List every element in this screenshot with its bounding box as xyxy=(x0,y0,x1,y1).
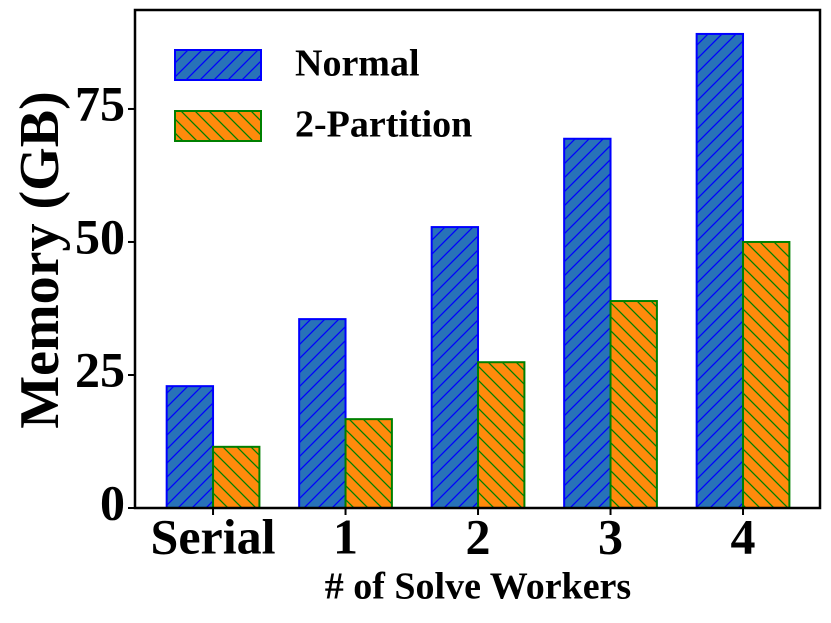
x-axis-label: # of Solve Workers xyxy=(325,566,631,608)
bar xyxy=(609,300,658,509)
y-tick-label: 0 xyxy=(100,474,125,530)
bar xyxy=(165,385,215,509)
bar xyxy=(477,361,526,510)
x-tick-label: 4 xyxy=(731,508,756,564)
legend-swatch xyxy=(174,110,262,142)
legend-swatch xyxy=(174,49,262,81)
bar xyxy=(430,226,480,509)
x-tick-label: 3 xyxy=(598,508,623,564)
legend-label: 2-Partition xyxy=(295,104,472,146)
bar xyxy=(298,318,347,509)
y-axis-label: Memory (GB) xyxy=(9,91,71,428)
bar xyxy=(695,32,745,509)
x-tick-label: 1 xyxy=(333,508,358,564)
bar xyxy=(212,445,261,510)
y-tick-label: 50 xyxy=(75,208,125,264)
bar xyxy=(742,240,791,509)
x-tick-label: Serial xyxy=(151,508,276,564)
x-tick-label: 2 xyxy=(466,508,491,564)
legend-label: Normal xyxy=(295,43,420,85)
bar xyxy=(563,137,612,509)
bar xyxy=(344,418,393,509)
y-tick-label: 25 xyxy=(75,341,125,397)
y-tick-label: 75 xyxy=(75,75,125,131)
